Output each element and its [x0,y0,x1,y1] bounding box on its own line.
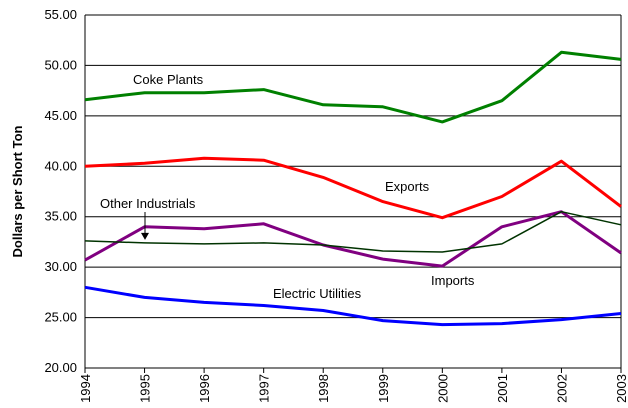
y-axis-title: Dollars per Short Ton [10,125,25,257]
x-tick-label: 2001 [495,374,510,403]
x-tick-label: 1998 [316,374,331,403]
series-label-other-industrials: Other Industrials [100,196,196,211]
x-tick-label: 1996 [197,374,212,403]
series-line-coke-plants [84,50,622,124]
series-label-coke-plants: Coke Plants [133,72,204,87]
x-tick-label: 2003 [614,374,628,403]
series-line-other-industrials [84,210,622,253]
labels: Dollars per Short Ton Coke Plants Export… [10,72,475,301]
y-tick-label: 40.00 [44,158,77,173]
x-tick-label: 1997 [257,374,272,403]
other-industrials-arrow-head [141,232,149,240]
x-tick-label: 2000 [435,374,450,403]
y-tick-label: 50.00 [44,57,77,72]
x-tick-label: 1994 [78,374,93,403]
series-label-exports: Exports [385,179,430,194]
y-tick-label: 45.00 [44,108,77,123]
x-tick-label: 2002 [554,374,569,403]
series-line-electric-utilities [84,285,622,327]
series-line-imports [84,210,622,268]
y-tick-label: 25.00 [44,310,77,325]
series-lines [84,50,622,327]
series-line-exports [84,156,622,220]
y-tick-label: 20.00 [44,360,77,375]
y-tick-label: 35.00 [44,209,77,224]
series-label-electric-utilities: Electric Utilities [273,286,362,301]
series-label-imports: Imports [431,273,475,288]
x-tick-label: 1995 [138,374,153,403]
y-tick-label: 55.00 [44,7,77,22]
y-tick-label: 30.00 [44,259,77,274]
grid-lines [85,14,621,369]
axes: 20.00 25.00 30.00 35.00 40.00 45.00 50.00 55.00… [44,7,628,403]
x-tick-label: 1999 [376,374,391,403]
